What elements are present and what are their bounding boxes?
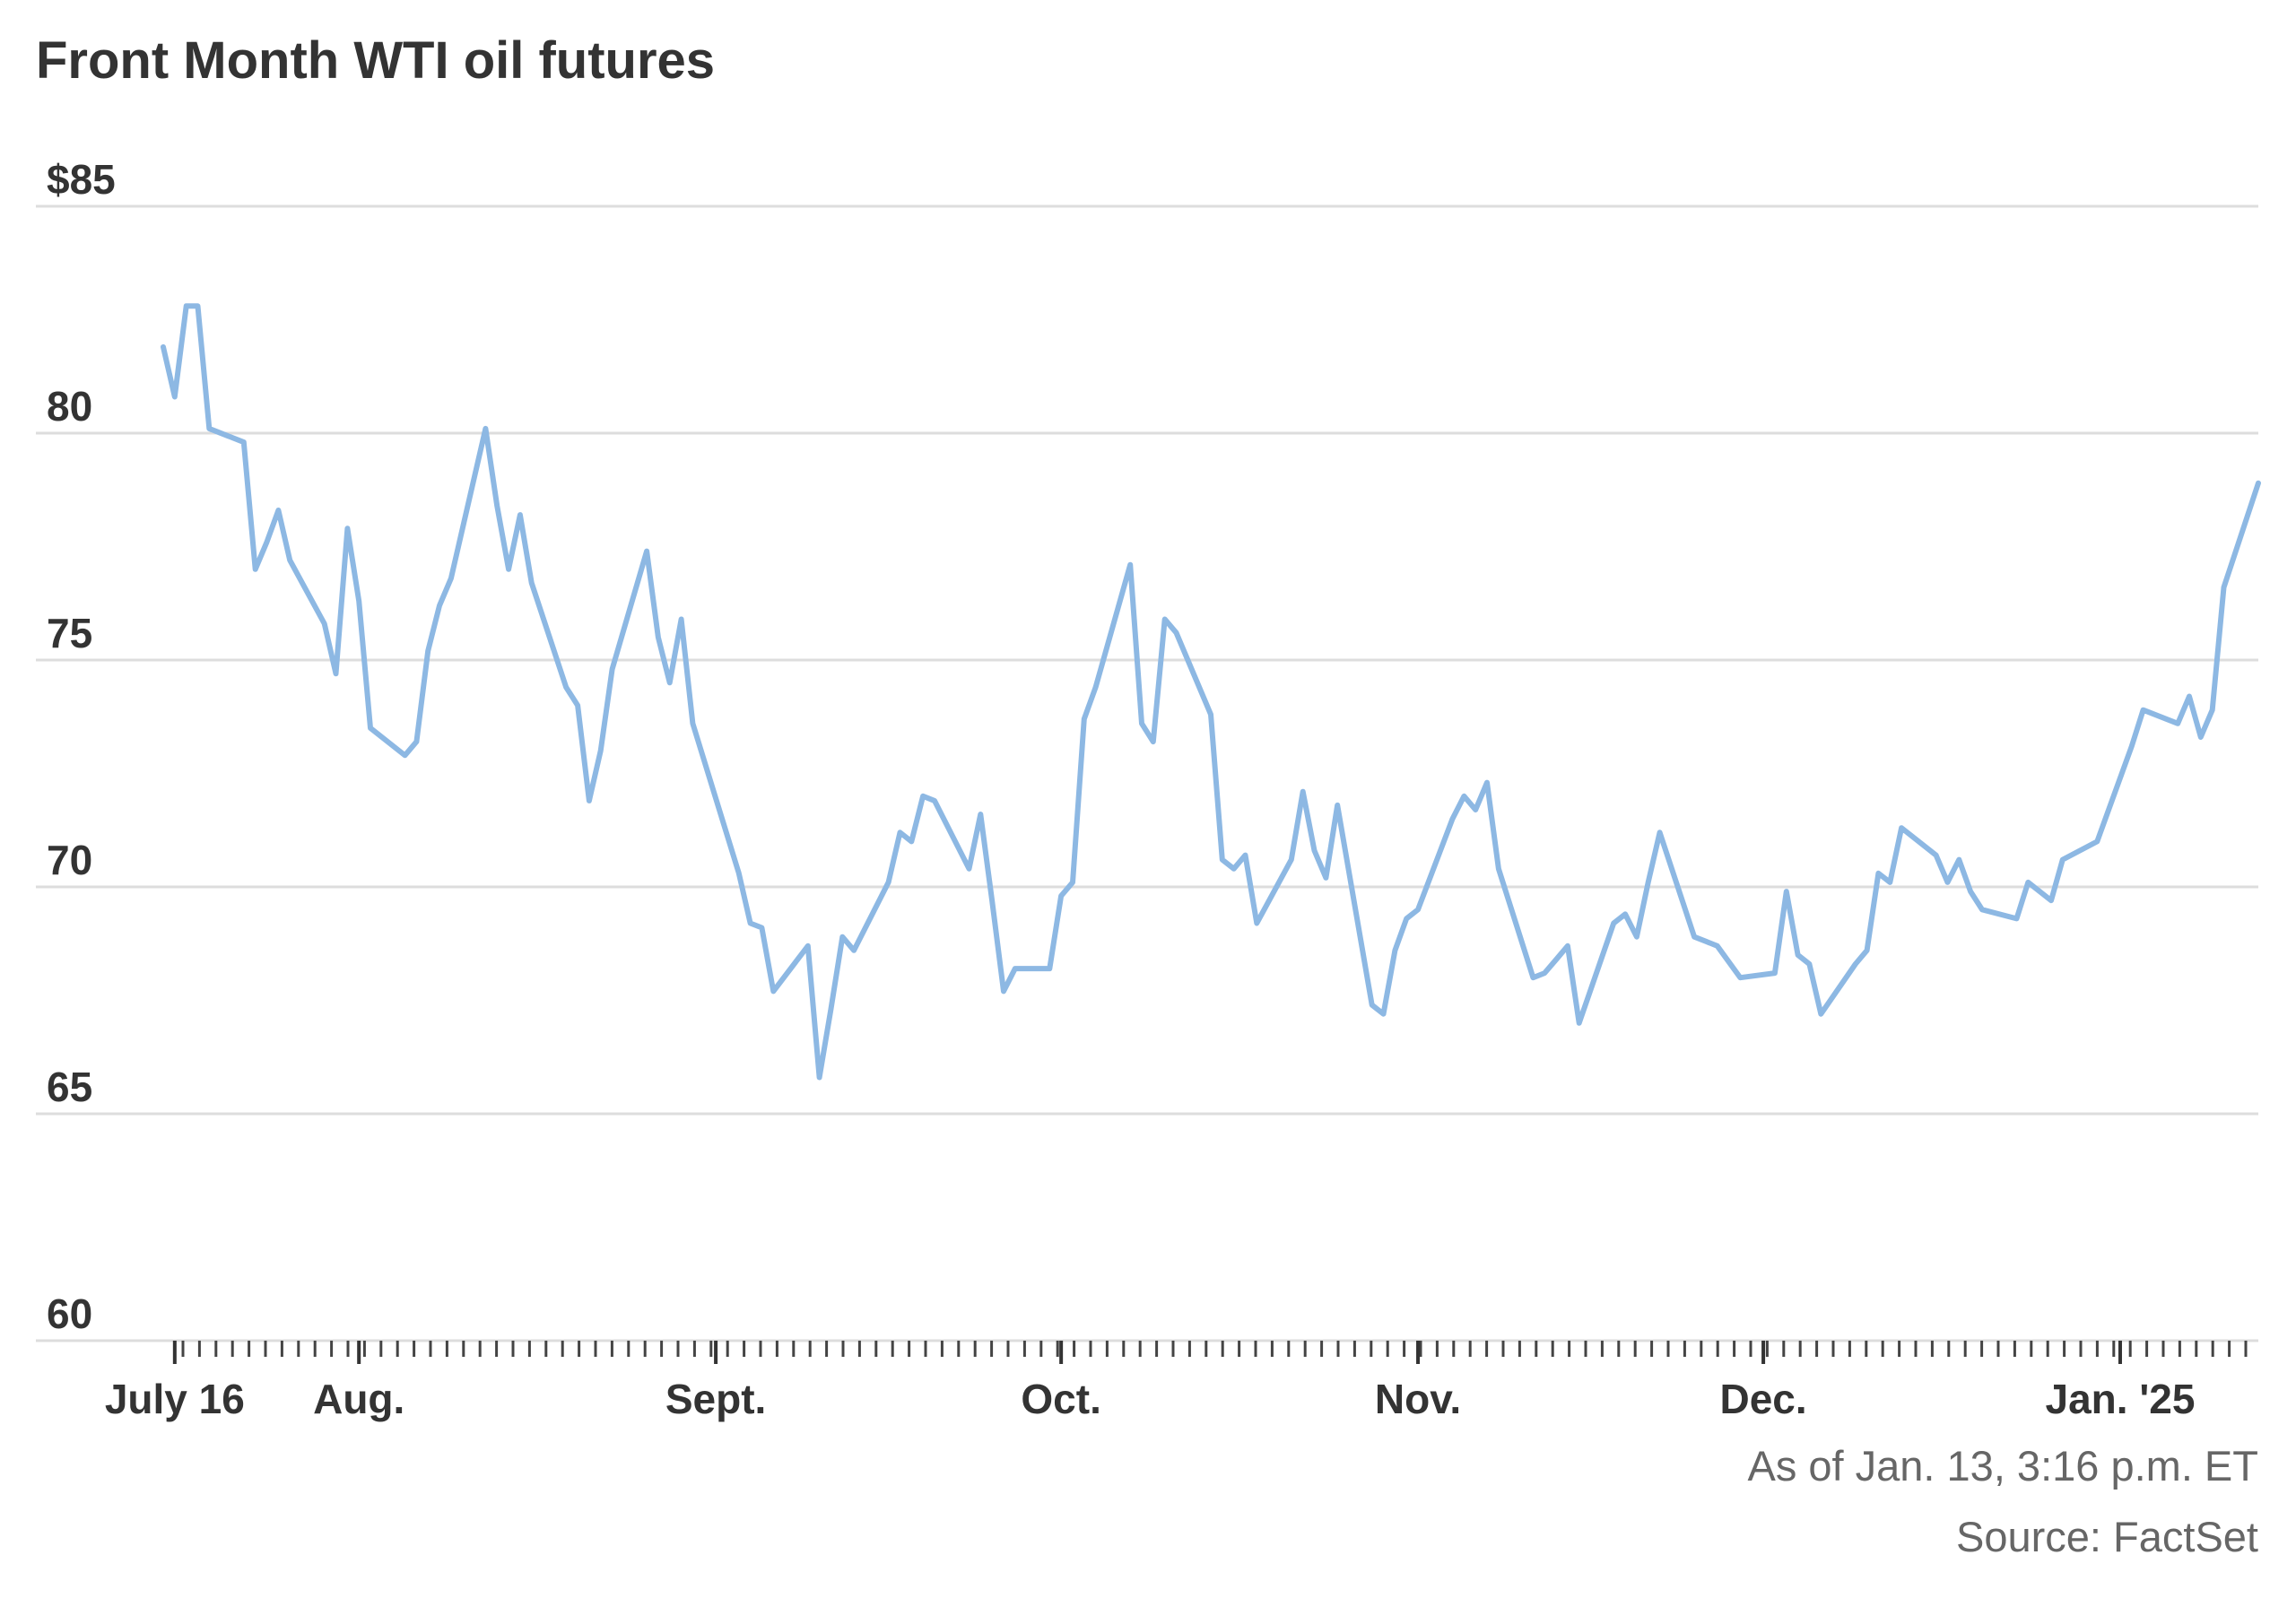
y-tick-label: 60: [47, 1290, 92, 1337]
x-tick-label: Sept.: [665, 1376, 766, 1422]
y-tick-label: 70: [47, 837, 92, 883]
as-of-timestamp: As of Jan. 13, 3:16 p.m. ET: [1747, 1442, 2258, 1490]
x-axis: July 16 Aug. Sept. Oct. Nov. Dec. Jan. '25: [36, 1339, 2258, 1422]
y-tick-label: 65: [47, 1064, 92, 1110]
y-axis-tick-labels: $85 80 75 70 65 60: [47, 156, 116, 1337]
x-tick-label: Aug.: [313, 1376, 404, 1422]
y-tick-label: 80: [47, 383, 92, 430]
x-tick-label: July 16: [105, 1376, 245, 1422]
source-note: Source: FactSet: [1956, 1513, 2258, 1560]
x-tick-label: Oct.: [1021, 1376, 1100, 1422]
series-line: [161, 303, 2261, 1081]
chart-title: Front Month WTI oil futures: [36, 31, 716, 90]
y-tick-label: 75: [47, 610, 92, 656]
x-tick-label: Dec.: [1720, 1376, 1807, 1422]
y-tick-label: $85: [47, 156, 116, 203]
series-layer: [161, 303, 2261, 1081]
x-tick-label: Nov.: [1375, 1376, 1461, 1422]
x-tick-label: Jan. '25: [2046, 1376, 2196, 1422]
gridlines: [36, 204, 2258, 1116]
